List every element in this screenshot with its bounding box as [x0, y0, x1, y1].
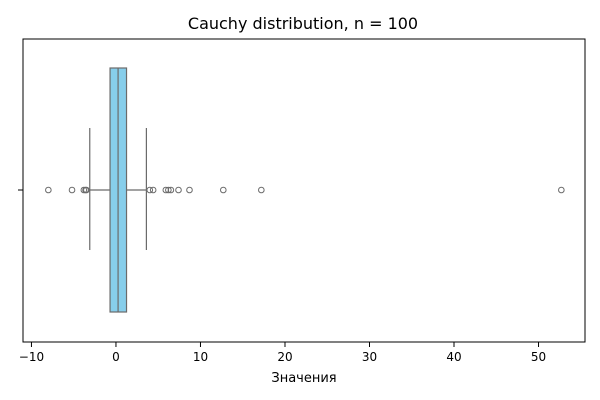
x-tick-label: 10 — [193, 350, 208, 364]
x-tick-label: 50 — [531, 350, 546, 364]
outlier-point — [167, 186, 175, 194]
outlier-point — [558, 186, 565, 194]
outlier-point — [83, 186, 90, 194]
x-tick-label: −10 — [19, 350, 44, 364]
outlier-point — [175, 186, 182, 194]
x-tick-label: 0 — [112, 350, 120, 364]
x-tick-label: 40 — [446, 350, 461, 364]
outlier-point — [258, 186, 265, 194]
x-axis-label: Значения — [271, 371, 336, 386]
x-tick-label: 20 — [277, 350, 292, 364]
outlier-point — [186, 186, 193, 194]
outlier-point — [165, 186, 172, 194]
outlier-point — [68, 186, 76, 194]
x-tick-label: 30 — [362, 350, 377, 364]
chart-title: Cauchy distribution, n = 100 — [188, 14, 418, 33]
outlier-point — [162, 186, 170, 194]
outlier-point — [219, 186, 227, 194]
outlier-point — [149, 186, 157, 194]
outlier-point — [45, 186, 52, 194]
outlier-point — [146, 186, 154, 194]
